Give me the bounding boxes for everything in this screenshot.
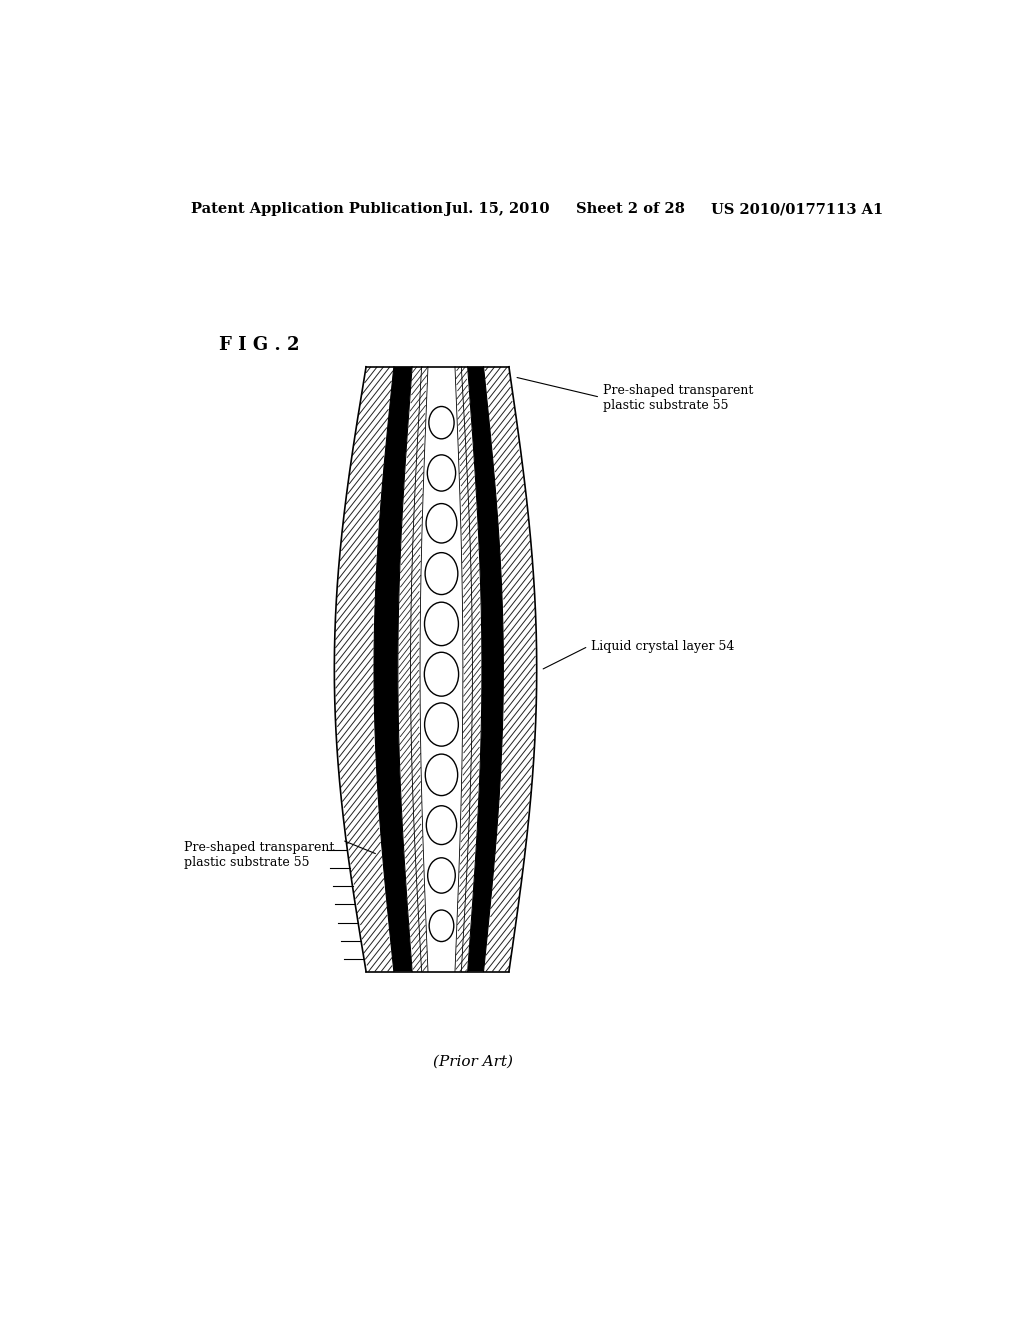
Polygon shape bbox=[335, 367, 394, 972]
Polygon shape bbox=[468, 367, 504, 972]
Polygon shape bbox=[374, 367, 412, 972]
Text: Pre-shaped transparent
plastic substrate 55: Pre-shaped transparent plastic substrate… bbox=[602, 384, 753, 412]
Text: Pre-shaped transparent
plastic substrate 55: Pre-shaped transparent plastic substrate… bbox=[183, 841, 334, 870]
Text: Liquid crystal layer 54: Liquid crystal layer 54 bbox=[591, 640, 734, 653]
Text: US 2010/0177113 A1: US 2010/0177113 A1 bbox=[712, 202, 884, 216]
Polygon shape bbox=[455, 367, 482, 972]
Polygon shape bbox=[420, 367, 463, 972]
Polygon shape bbox=[398, 367, 428, 972]
Text: (Prior Art): (Prior Art) bbox=[433, 1055, 513, 1069]
Text: Patent Application Publication: Patent Application Publication bbox=[191, 202, 443, 216]
Text: Sheet 2 of 28: Sheet 2 of 28 bbox=[577, 202, 685, 216]
Text: Jul. 15, 2010: Jul. 15, 2010 bbox=[445, 202, 550, 216]
Polygon shape bbox=[483, 367, 537, 972]
Text: F I G . 2: F I G . 2 bbox=[219, 337, 300, 354]
